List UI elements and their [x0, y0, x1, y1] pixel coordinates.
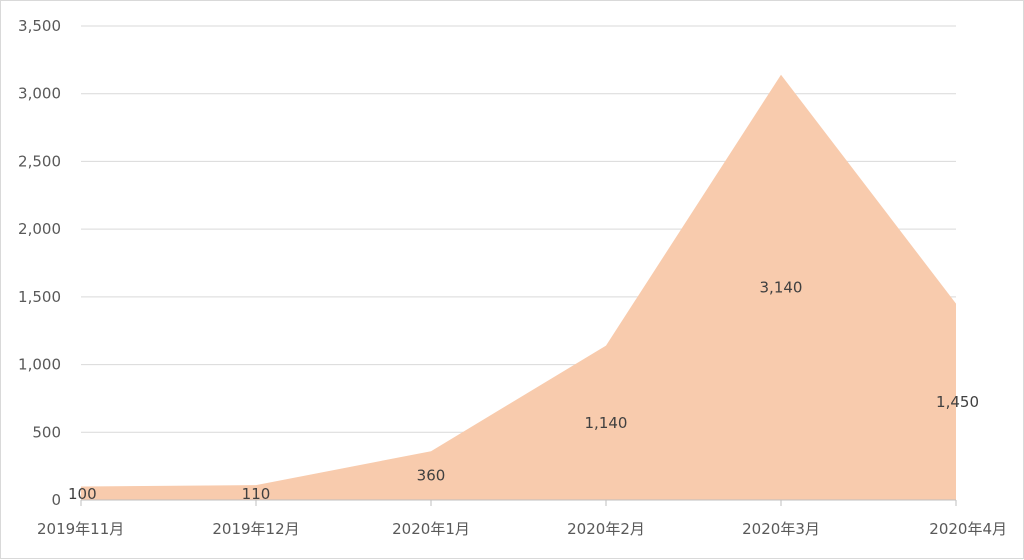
x-tick-label: 2020年4月	[929, 520, 1007, 538]
data-label: 1,450	[936, 393, 979, 411]
y-tick-label: 2,000	[18, 220, 61, 238]
y-tick-label: 0	[51, 491, 61, 509]
y-tick-label: 2,500	[18, 152, 61, 170]
x-tick-label: 2019年11月	[37, 520, 124, 538]
data-label: 100	[68, 485, 97, 503]
data-label: 3,140	[760, 278, 803, 296]
y-tick-label: 500	[32, 423, 61, 441]
x-tick-label: 2020年1月	[392, 520, 470, 538]
y-tick-label: 1,500	[18, 288, 61, 306]
data-label: 110	[242, 485, 271, 503]
y-tick-label: 3,500	[18, 17, 61, 35]
data-label: 360	[417, 467, 446, 485]
y-tick-label: 1,000	[18, 356, 61, 374]
y-tick-label: 3,000	[18, 85, 61, 103]
data-label: 1,140	[585, 414, 628, 432]
x-tick-label: 2020年2月	[567, 520, 645, 538]
x-tick-label: 2019年12月	[212, 520, 299, 538]
area-series	[81, 74, 956, 501]
x-tick-label: 2020年3月	[742, 520, 820, 538]
